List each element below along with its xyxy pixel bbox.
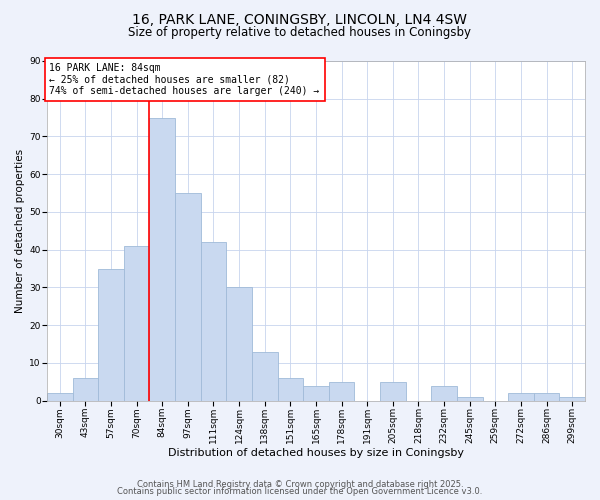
Bar (303, 386, 329, 400)
Bar (73, 378, 98, 400)
Bar (98, 268, 124, 400)
Text: Contains public sector information licensed under the Open Government Licence v3: Contains public sector information licen… (118, 487, 482, 496)
Text: 16, PARK LANE, CONINGSBY, LINCOLN, LN4 4SW: 16, PARK LANE, CONINGSBY, LINCOLN, LN4 4… (133, 12, 467, 26)
Bar (252, 352, 278, 401)
Text: 16 PARK LANE: 84sqm
← 25% of detached houses are smaller (82)
74% of semi-detach: 16 PARK LANE: 84sqm ← 25% of detached ho… (49, 63, 320, 96)
Bar (124, 246, 149, 400)
Y-axis label: Number of detached properties: Number of detached properties (15, 149, 25, 313)
Bar (380, 382, 406, 400)
Bar (149, 118, 175, 401)
Bar (226, 288, 252, 401)
Bar (534, 393, 559, 400)
Text: Size of property relative to detached houses in Coningsby: Size of property relative to detached ho… (128, 26, 472, 39)
Bar (431, 386, 457, 400)
Bar (278, 378, 303, 400)
Bar (200, 242, 226, 400)
Bar (47, 393, 73, 400)
X-axis label: Distribution of detached houses by size in Coningsby: Distribution of detached houses by size … (168, 448, 464, 458)
Bar (457, 397, 482, 400)
Text: Contains HM Land Registry data © Crown copyright and database right 2025.: Contains HM Land Registry data © Crown c… (137, 480, 463, 489)
Bar (559, 397, 585, 400)
Bar (329, 382, 355, 400)
Bar (508, 393, 534, 400)
Bar (175, 193, 200, 400)
